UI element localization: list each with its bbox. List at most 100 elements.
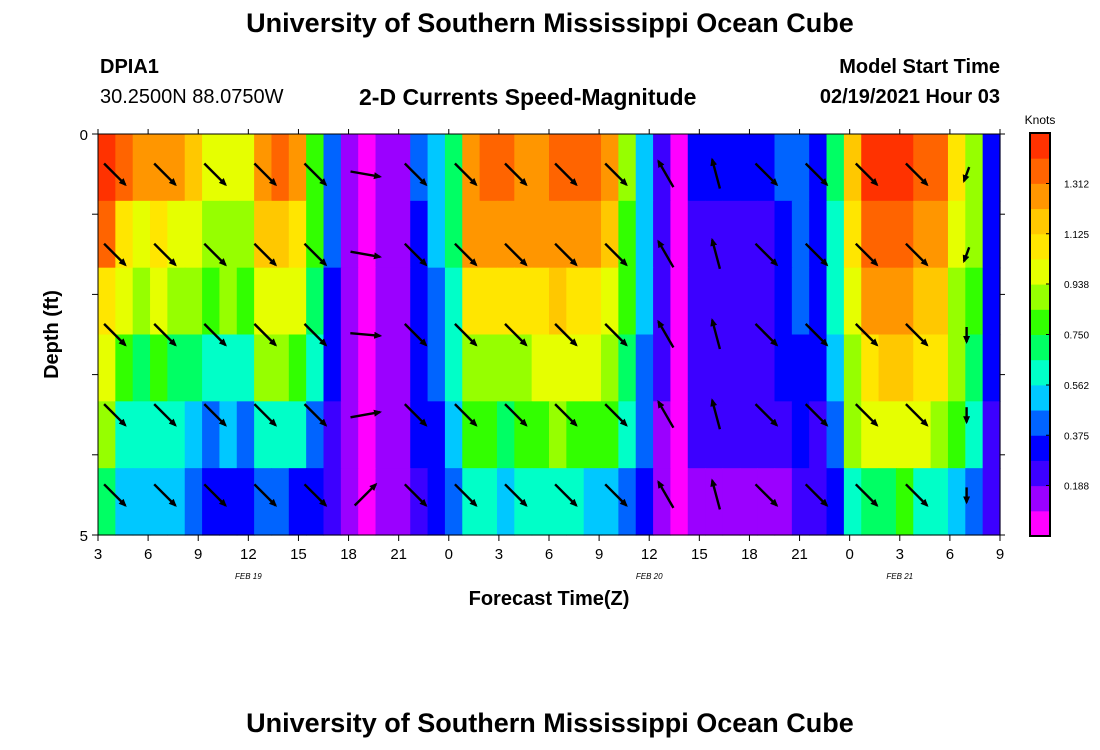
heatmap-cell <box>444 267 463 336</box>
heatmap-cell <box>930 468 949 536</box>
heatmap-cell <box>340 401 359 469</box>
chart-title: 2-D Currents Speed-Magnitude <box>359 84 697 110</box>
heatmap-cell <box>254 468 273 536</box>
heatmap-cell <box>340 200 359 269</box>
heatmap-cell <box>132 200 151 269</box>
colorbar-segment <box>1030 485 1050 512</box>
chart-axes: 0 5 Depth (ft) 3 6 9 12 15 18 21 0 3 6 9 12 15 18 21 0 3 6 9 F… <box>41 127 1005 610</box>
current-arrow <box>303 242 328 267</box>
current-arrow <box>403 483 428 507</box>
heatmap-cell <box>947 134 966 202</box>
heatmap-cell <box>132 401 151 469</box>
heatmap-cell <box>601 267 619 336</box>
heatmap-cell <box>843 200 862 269</box>
colorbar-tick-label: 1.312 <box>1064 180 1089 191</box>
current-arrow <box>203 403 227 427</box>
heatmap-cell <box>965 134 984 202</box>
heatmap-cell <box>202 134 221 202</box>
heatmap-cell <box>566 267 585 336</box>
heatmap-cell <box>895 200 914 269</box>
x-tick-label: 6 <box>545 546 553 563</box>
heatmap-cell <box>705 468 724 536</box>
heatmap-cell <box>392 468 411 536</box>
heatmap-cell <box>722 401 741 469</box>
heatmap-cell <box>635 267 654 336</box>
current-arrow <box>203 242 227 267</box>
heatmap-cell <box>601 468 619 536</box>
current-arrow <box>754 323 779 347</box>
heatmap-cell <box>601 401 619 469</box>
heatmap-cell <box>306 334 325 402</box>
y-tick-label: 0 <box>80 127 88 144</box>
heatmap-cell <box>323 134 342 202</box>
heatmap-cell <box>219 334 238 402</box>
heatmap-cell <box>895 468 914 536</box>
heatmap-cell <box>514 134 533 202</box>
heatmap-cell <box>809 401 828 469</box>
heatmap-cell <box>514 401 533 469</box>
heatmap-cell <box>202 401 221 469</box>
current-arrow <box>403 323 428 347</box>
current-arrow <box>657 319 675 349</box>
heatmap-cell <box>392 134 411 202</box>
current-arrow <box>253 403 278 427</box>
current-arrow <box>350 331 383 339</box>
current-arrow <box>905 483 929 507</box>
footer-title: University of Southern Mississippi Ocean… <box>246 708 854 738</box>
current-arrow <box>754 162 779 187</box>
heatmap-cell <box>895 134 914 202</box>
heatmap-cell <box>809 267 828 336</box>
heatmap-cell <box>861 468 880 536</box>
heatmap-cell <box>392 267 411 336</box>
heatmap-cell <box>757 401 776 469</box>
heatmap-cell <box>427 468 446 536</box>
heatmap-cell <box>271 401 290 469</box>
heatmap-cell <box>635 334 654 402</box>
current-arrow <box>153 403 177 427</box>
current-arrow <box>253 242 278 267</box>
heatmap-cell <box>115 334 134 402</box>
heatmap-cell <box>670 267 689 336</box>
heatmap-cell <box>340 134 359 202</box>
heatmap-cell <box>895 334 914 402</box>
current-arrow <box>657 239 675 268</box>
heatmap-cell <box>895 401 914 469</box>
heatmap-cell <box>583 468 602 536</box>
heatmap-cell <box>618 200 637 269</box>
current-arrow <box>103 162 127 187</box>
x-tick-label: 15 <box>691 546 708 563</box>
heatmap-cell <box>150 401 168 469</box>
heatmap-cell <box>653 468 672 536</box>
x-tick-label: 12 <box>641 546 658 563</box>
heatmap-cell <box>826 401 845 469</box>
heatmap-cell <box>583 134 602 202</box>
heatmap-cell <box>306 200 325 269</box>
heatmap-cell <box>583 267 602 336</box>
heatmap-cell <box>462 401 481 469</box>
heatmap-cell <box>722 334 741 402</box>
current-arrow <box>905 323 929 347</box>
current-arrow <box>403 403 428 427</box>
heatmap-cell <box>705 334 724 402</box>
heatmap-cell <box>496 401 515 469</box>
current-arrow <box>203 162 227 187</box>
heatmap-cell <box>323 267 342 336</box>
heatmap-cell <box>271 468 290 536</box>
x-tick-label: 9 <box>595 546 603 563</box>
heatmap-cell <box>219 468 238 536</box>
heatmap-cell <box>150 267 168 336</box>
heatmap-cell <box>982 468 1001 536</box>
heatmap-cell <box>150 468 168 536</box>
current-arrow <box>554 483 578 507</box>
heatmap-cell <box>982 200 1001 269</box>
heatmap-cell <box>635 468 654 536</box>
heatmap-cell <box>98 200 116 269</box>
heatmap-cell <box>531 200 550 269</box>
heatmap-cell <box>861 134 880 202</box>
heatmap-cell <box>132 468 151 536</box>
heatmap-cell <box>635 401 654 469</box>
heatmap-cell <box>549 334 567 402</box>
heatmap-cell <box>479 267 498 336</box>
heatmap-cell <box>722 200 741 269</box>
heatmap-cell <box>791 134 810 202</box>
